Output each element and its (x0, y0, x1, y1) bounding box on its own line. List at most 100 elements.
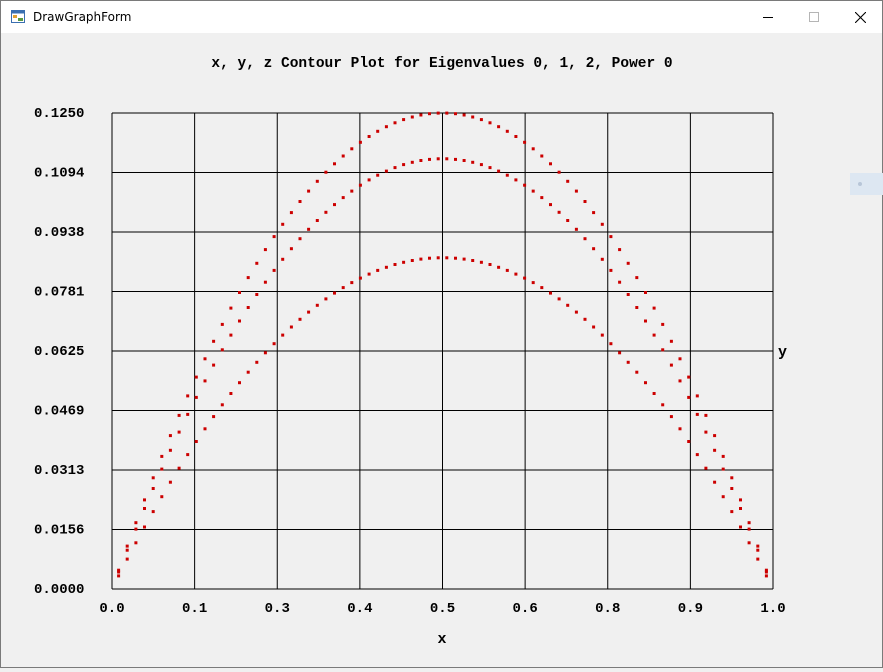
data-point (194, 440, 198, 443)
data-point (626, 293, 630, 296)
data-point (713, 448, 717, 452)
data-point (203, 427, 207, 431)
data-point (549, 162, 552, 166)
data-point (739, 498, 742, 502)
data-point (721, 454, 725, 458)
data-point (626, 360, 630, 364)
data-point (713, 434, 717, 438)
data-point (281, 222, 285, 226)
data-point (583, 317, 587, 321)
data-point (246, 306, 250, 309)
data-point (238, 381, 241, 385)
data-point (523, 276, 527, 280)
y-tick-label: 0.0000 (34, 582, 84, 598)
x-tick-label: 0.6 (513, 601, 538, 617)
data-point (376, 173, 380, 177)
data-point (669, 339, 673, 343)
data-point (333, 203, 336, 207)
data-point (168, 434, 172, 438)
y-tick-labels: 0.1250 0.1094 0.0938 0.0781 0.0625 0.0469 0.03… (34, 106, 84, 598)
data-point (151, 476, 155, 480)
maximize-button[interactable] (791, 1, 837, 33)
data-point (678, 427, 682, 431)
data-point (609, 342, 613, 346)
data-point (341, 196, 345, 200)
data-point (574, 227, 578, 231)
data-point (384, 169, 388, 173)
data-point (212, 415, 216, 419)
data-point (194, 395, 198, 399)
data-point (445, 111, 449, 115)
data-point (212, 363, 216, 367)
y-axis-label: y (778, 344, 787, 361)
data-point (384, 265, 388, 269)
minimize-icon (763, 17, 773, 18)
data-point (531, 281, 535, 285)
data-point (151, 510, 155, 514)
data-point (203, 379, 207, 383)
data-point (324, 297, 328, 301)
data-point (652, 306, 656, 310)
data-point (307, 310, 311, 314)
data-point (730, 476, 734, 480)
data-point (531, 189, 535, 193)
data-point (505, 268, 509, 272)
data-point (695, 394, 699, 398)
data-point (497, 169, 501, 173)
data-point (704, 413, 708, 417)
window-title: DrawGraphForm (33, 10, 132, 24)
data-point (393, 121, 397, 125)
data-point (315, 179, 319, 183)
data-point (687, 395, 691, 399)
data-point (315, 303, 319, 307)
x-tick-label: 0.9 (678, 601, 703, 617)
data-point (298, 200, 302, 203)
side-marker-dot (858, 182, 862, 186)
maximize-icon (809, 12, 819, 22)
data-point (238, 291, 241, 294)
data-point (402, 163, 406, 167)
data-point (307, 189, 311, 193)
data-point (143, 525, 146, 529)
data-point (203, 357, 207, 361)
data-point (177, 430, 181, 434)
data-point (661, 403, 665, 407)
data-point (419, 113, 423, 117)
y-tick-label: 0.0781 (34, 285, 84, 301)
data-point (635, 306, 639, 309)
data-point (454, 112, 457, 116)
data-point (600, 222, 604, 226)
data-point (574, 310, 578, 314)
data-point (652, 333, 656, 337)
data-point (583, 237, 587, 241)
data-point (471, 115, 475, 119)
title-bar[interactable]: DrawGraphForm (1, 1, 882, 33)
data-point (255, 261, 259, 265)
data-point (600, 257, 604, 261)
data-point (117, 570, 121, 574)
data-point (505, 173, 509, 177)
data-point (488, 121, 492, 125)
close-button[interactable] (837, 1, 883, 33)
data-point (134, 527, 138, 531)
data-point (168, 480, 172, 484)
data-point (117, 574, 121, 578)
data-point (436, 111, 440, 115)
y-tick-label: 0.0469 (34, 404, 84, 420)
data-point (454, 157, 457, 161)
data-point (721, 467, 725, 471)
data-point (117, 568, 121, 572)
data-point (272, 268, 276, 272)
data-point (419, 257, 423, 261)
minimize-button[interactable] (745, 1, 791, 33)
data-point (194, 375, 198, 379)
data-point (255, 293, 259, 296)
data-point (618, 248, 622, 252)
data-point (358, 276, 362, 280)
data-point (479, 163, 483, 167)
data-point (695, 412, 699, 416)
data-point (730, 510, 734, 514)
y-tick-label: 0.0625 (34, 344, 84, 360)
data-point (523, 183, 527, 187)
data-point (479, 260, 483, 264)
